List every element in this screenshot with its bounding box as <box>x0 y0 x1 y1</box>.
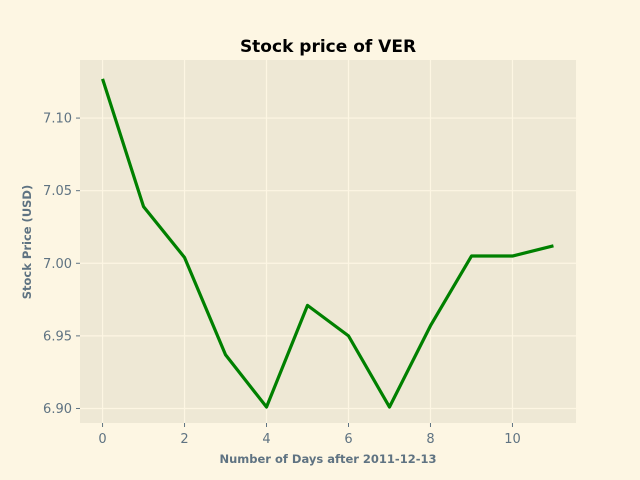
x-tick-label: 2 <box>180 432 188 447</box>
series-group <box>101 78 554 409</box>
y-tick-label: 6.90 <box>43 402 72 417</box>
y-tick-label: 7.10 <box>43 112 72 127</box>
y-axis-ticks: 6.90 6.95 7.00 7.05 7.10 <box>43 112 80 417</box>
horizontal-gridlines <box>80 117 576 410</box>
x-tick-label: 4 <box>262 432 270 447</box>
x-tick-label: 6 <box>344 432 352 447</box>
y-axis-label: Stock Price (USD) <box>20 185 34 300</box>
x-tick-label: 0 <box>98 432 106 447</box>
y-tick-label: 7.00 <box>43 257 72 272</box>
x-tick-label: 8 <box>426 432 434 447</box>
x-tick-label: 10 <box>504 432 521 447</box>
chart-title: Stock price of VER <box>240 37 416 57</box>
x-axis-label: Number of Days after 2011-12-13 <box>219 452 436 466</box>
plot-area <box>80 60 576 423</box>
y-tick-label: 7.05 <box>43 184 72 199</box>
x-axis-ticks: 0 2 4 6 8 10 <box>98 423 521 447</box>
y-tick-label: 6.95 <box>43 329 72 344</box>
vertical-gridlines <box>101 60 514 423</box>
series-line-0 <box>101 78 554 409</box>
